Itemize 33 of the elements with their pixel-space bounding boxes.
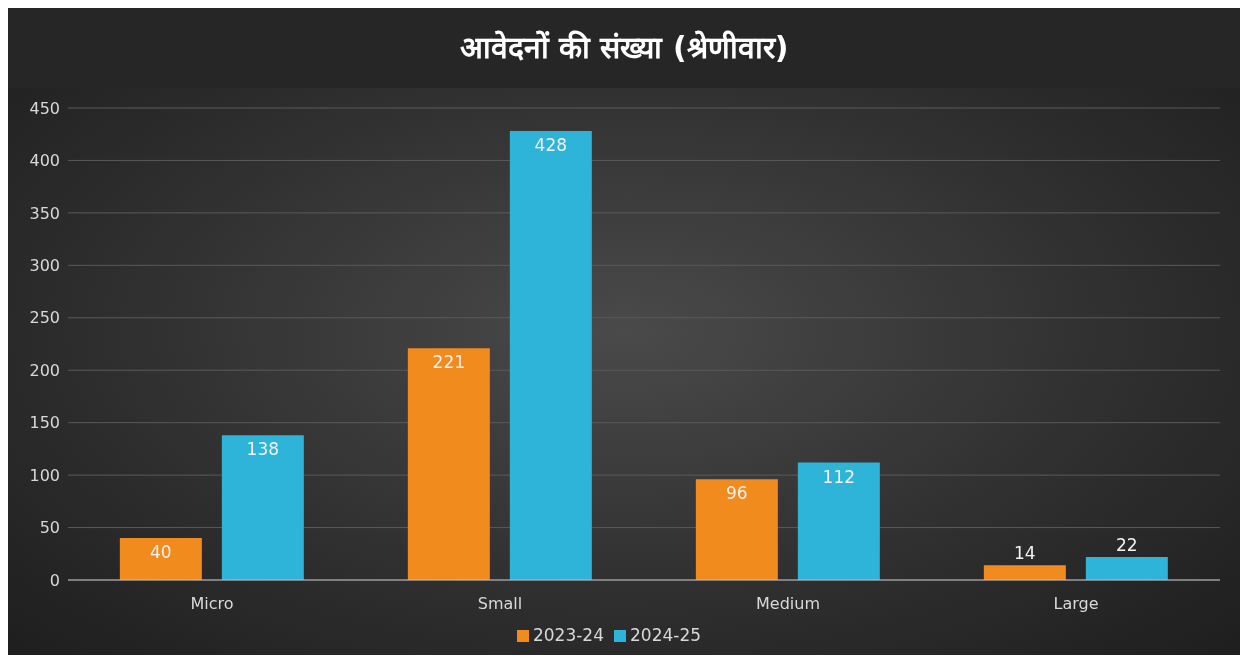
legend-label: 2023-24 [532,625,604,645]
data-label: 221 [432,352,466,373]
x-tick-label: Medium [756,594,820,614]
x-tick-label: Small [477,594,523,614]
y-tick-label: 350 [29,203,60,223]
y-tick-label: 200 [29,360,60,380]
data-label: 112 [822,466,856,487]
data-label: 96 [726,483,748,504]
x-tick-label: Micro [190,594,234,614]
bar [695,479,778,580]
bar [407,348,490,580]
data-label: 138 [246,439,280,460]
y-tick-label: 250 [29,308,60,328]
bar [509,131,592,580]
y-tick-label: 450 [29,98,60,118]
y-tick-label: 50 [39,518,60,538]
y-tick-label: 100 [29,465,60,485]
data-label: 428 [534,135,568,156]
bar [1085,556,1168,580]
legend-label: 2024-25 [630,625,702,645]
bar [797,462,880,580]
y-tick-label: 0 [49,570,60,590]
bar [221,435,304,580]
y-tick-label: 400 [29,151,60,171]
x-tick-label: Large [1053,594,1099,614]
y-tick-label: 300 [29,256,60,276]
bar [983,565,1066,580]
y-tick-label: 150 [29,413,60,433]
data-label: 14 [1014,543,1036,564]
bar [119,538,202,580]
chart-title: आवेदनों की संख्या (श्रेणीवार) [8,8,1240,88]
data-label: 22 [1116,534,1138,555]
data-label: 40 [150,542,172,563]
